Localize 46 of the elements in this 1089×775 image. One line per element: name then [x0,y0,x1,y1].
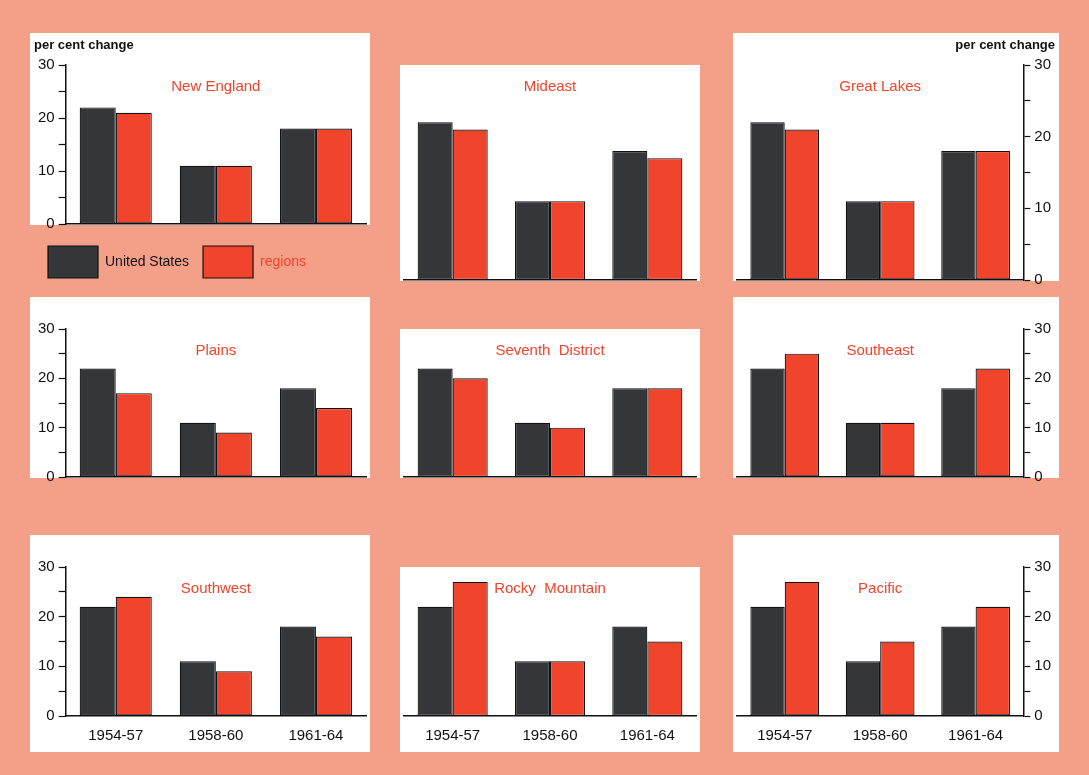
y-tick-label: 0 [46,467,55,485]
y-tick-label: 10 [1034,656,1051,674]
y-tick-label: 20 [1034,126,1051,144]
x-tick-label: 1961-64 [619,726,675,744]
text: Rocky Mountain [494,579,606,597]
y-tick-label: 10 [38,417,55,435]
text: Pacific [858,579,903,597]
text: Great Lakes [839,77,922,95]
y-tick-label: 20 [1034,606,1051,624]
x-tick-label: 1954-57 [88,726,144,744]
y-tick-label: 30 [38,319,55,337]
legend-label: regions [260,252,306,269]
y-tick-label: 0 [1034,270,1043,288]
text: Mideast [523,77,578,95]
y-tick-label: 20 [1034,368,1051,386]
y-tick-label: 10 [1034,198,1051,216]
x-tick-label: 1954-57 [757,726,813,744]
text: Seventh District [495,341,606,359]
text: Southwest [180,579,252,597]
y-tick-label: 0 [46,706,55,724]
y-tick-label: 30 [1034,319,1051,337]
x-tick-label: 1958-60 [522,726,578,744]
y-tick-label: 30 [1034,55,1051,73]
text: Southeast [846,341,915,359]
x-tick-label: 1958-60 [852,726,908,744]
x-tick-label: 1958-60 [188,726,244,744]
y-tick-label: 20 [38,606,55,624]
text: Plains [195,341,237,359]
y-tick-label: 10 [38,656,55,674]
legend-label: United States [105,252,190,269]
y-axis-title: per cent change [34,36,134,52]
text: New England [171,77,261,95]
y-tick-label: 30 [38,557,55,575]
x-tick-label: 1954-57 [425,726,481,744]
y-tick-label: 20 [38,368,55,386]
y-tick-label: 20 [38,108,55,126]
y-tick-label: 0 [46,214,55,232]
y-tick-label: 0 [1034,706,1043,724]
x-tick-label: 1961-64 [288,726,344,744]
y-tick-label: 10 [1034,417,1051,435]
y-axis-title: per cent change [955,36,1055,52]
y-tick-label: 0 [1034,467,1043,485]
y-tick-label: 30 [1034,557,1051,575]
y-tick-label: 10 [38,161,55,179]
x-tick-label: 1961-64 [948,726,1004,744]
y-tick-label: 30 [38,55,55,73]
